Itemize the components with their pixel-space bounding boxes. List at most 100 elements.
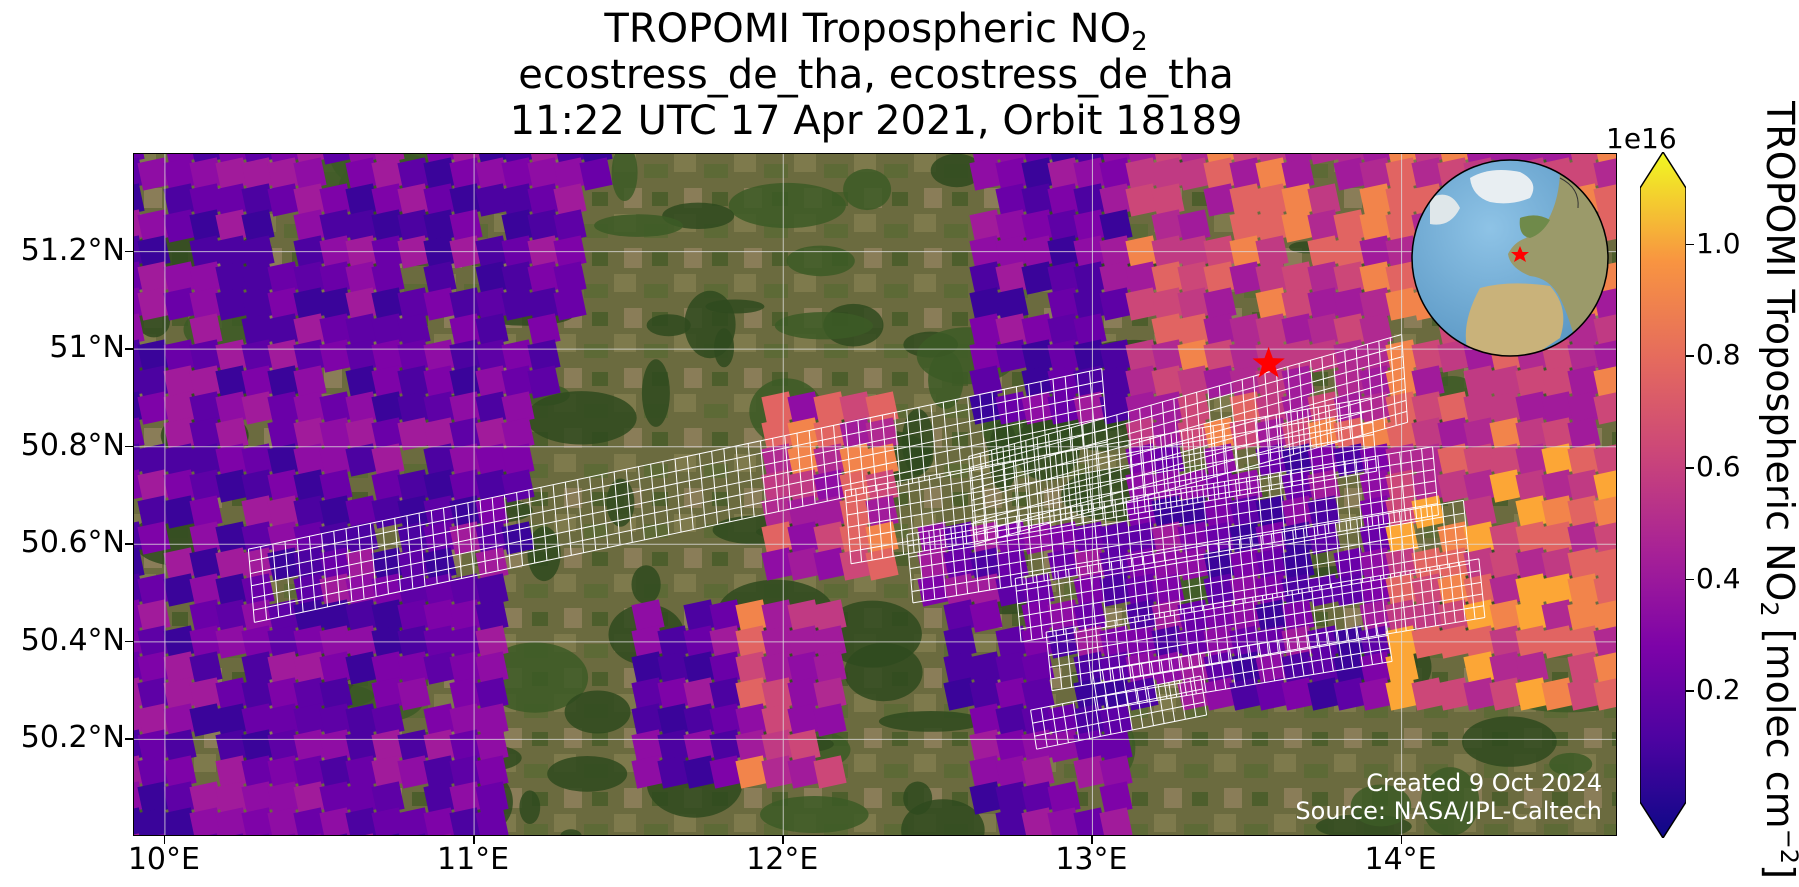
no2-pixel bbox=[1411, 599, 1445, 633]
no2-pixel bbox=[215, 391, 249, 425]
no2-pixel bbox=[293, 807, 327, 835]
no2-pixel bbox=[1099, 807, 1133, 835]
no2-pixel bbox=[189, 183, 223, 217]
no2-pixel bbox=[134, 443, 145, 477]
no2-pixel bbox=[527, 183, 561, 217]
forest-patch bbox=[844, 643, 923, 702]
lon-tick-mark bbox=[1091, 836, 1093, 844]
no2-pixel bbox=[1515, 469, 1549, 503]
no2-pixel bbox=[813, 755, 847, 789]
no2-pixel bbox=[995, 157, 1029, 191]
no2-pixel bbox=[1021, 781, 1055, 815]
forest-patch bbox=[526, 391, 637, 445]
forest-patch bbox=[594, 214, 683, 237]
no2-pixel bbox=[423, 729, 457, 763]
no2-pixel bbox=[137, 287, 171, 321]
no2-pixel bbox=[1333, 313, 1367, 347]
no2-pixel bbox=[423, 599, 457, 633]
no2-pixel bbox=[943, 599, 977, 633]
no2-pixel bbox=[1333, 154, 1367, 165]
no2-pixel bbox=[1567, 521, 1601, 555]
no2-pixel bbox=[241, 521, 275, 555]
no2-pixel bbox=[995, 339, 1029, 373]
no2-pixel bbox=[1593, 599, 1616, 633]
no2-pixel bbox=[1463, 495, 1497, 529]
no2-pixel bbox=[1099, 287, 1133, 321]
no2-pixel bbox=[969, 261, 1003, 295]
no2-pixel bbox=[449, 183, 483, 217]
map-panel[interactable]: Created 9 Oct 2024 Source: NASA/JPL-Calt… bbox=[133, 153, 1617, 836]
no2-pixel bbox=[241, 781, 275, 815]
target-star-icon[interactable] bbox=[1252, 346, 1285, 378]
no2-pixel bbox=[423, 703, 457, 737]
no2-pixel bbox=[1073, 209, 1107, 243]
no2-pixel bbox=[137, 365, 171, 399]
no2-pixel bbox=[241, 287, 275, 321]
no2-pixel bbox=[371, 755, 405, 789]
no2-pixel bbox=[189, 573, 223, 607]
no2-pixel bbox=[371, 677, 405, 711]
no2-pixel bbox=[267, 417, 301, 451]
no2-pixel bbox=[371, 495, 405, 529]
no2-pixel bbox=[293, 547, 327, 581]
lon-tick-mark bbox=[1400, 836, 1403, 844]
no2-pixel bbox=[1463, 365, 1497, 399]
no2-pixel bbox=[1385, 154, 1419, 165]
no2-pixel bbox=[134, 183, 145, 217]
no2-pixel bbox=[319, 339, 353, 373]
no2-pixel bbox=[1203, 651, 1237, 685]
no2-pixel bbox=[1307, 313, 1341, 347]
lon-tick-mark bbox=[473, 836, 475, 844]
no2-pixel bbox=[189, 365, 223, 399]
no2-pixel bbox=[1593, 154, 1616, 165]
no2-pixel bbox=[163, 339, 197, 373]
no2-pixel bbox=[1021, 339, 1055, 373]
no2-pixel bbox=[397, 209, 431, 243]
no2-pixel bbox=[163, 287, 197, 321]
no2-pixel bbox=[189, 417, 223, 451]
no2-pixel bbox=[163, 651, 197, 685]
no2-pixel bbox=[1489, 469, 1523, 503]
no2-pixel bbox=[134, 703, 145, 737]
no2-pixel bbox=[1073, 287, 1107, 321]
lat-tick-mark bbox=[125, 250, 133, 253]
no2-pixel bbox=[397, 807, 431, 835]
no2-pixel bbox=[293, 313, 327, 347]
no2-pixel bbox=[683, 677, 717, 711]
no2-pixel bbox=[137, 703, 171, 737]
no2-pixel bbox=[1411, 677, 1445, 711]
no2-pixel bbox=[813, 703, 847, 737]
no2-pixel bbox=[293, 154, 327, 165]
no2-pixel bbox=[475, 703, 509, 737]
forest-patch bbox=[482, 642, 589, 713]
no2-pixel bbox=[1021, 313, 1055, 347]
no2-pixel bbox=[1437, 391, 1471, 425]
no2-pixel bbox=[1073, 339, 1107, 373]
no2-pixel bbox=[1567, 495, 1601, 529]
no2-pixel bbox=[1073, 807, 1107, 835]
colorbar-label-units: [molec cm bbox=[1758, 616, 1799, 829]
no2-pixel bbox=[1125, 261, 1159, 295]
no2-pixel bbox=[1411, 573, 1445, 607]
colorbar-tick-mark bbox=[1686, 243, 1694, 246]
forest-patch bbox=[684, 290, 736, 359]
no2-pixel bbox=[163, 183, 197, 217]
no2-pixel bbox=[163, 157, 197, 191]
no2-pixel bbox=[241, 677, 275, 711]
no2-pixel bbox=[969, 154, 1003, 165]
colorbar-label-close: ] bbox=[1758, 864, 1799, 879]
no2-pixel bbox=[319, 703, 353, 737]
no2-pixel bbox=[1229, 599, 1263, 633]
no2-pixel bbox=[1281, 417, 1315, 451]
no2-pixel bbox=[215, 781, 249, 815]
no2-pixel bbox=[787, 547, 821, 581]
no2-pixel bbox=[1515, 651, 1549, 685]
no2-pixel bbox=[631, 729, 665, 763]
lon-tick-label: 12°E bbox=[746, 842, 819, 877]
no2-pixel bbox=[189, 781, 223, 815]
no2-pixel bbox=[267, 287, 301, 321]
no2-pixel bbox=[1359, 313, 1393, 347]
no2-pixel bbox=[134, 521, 145, 555]
no2-pixel bbox=[657, 755, 691, 789]
no2-pixel bbox=[215, 365, 249, 399]
